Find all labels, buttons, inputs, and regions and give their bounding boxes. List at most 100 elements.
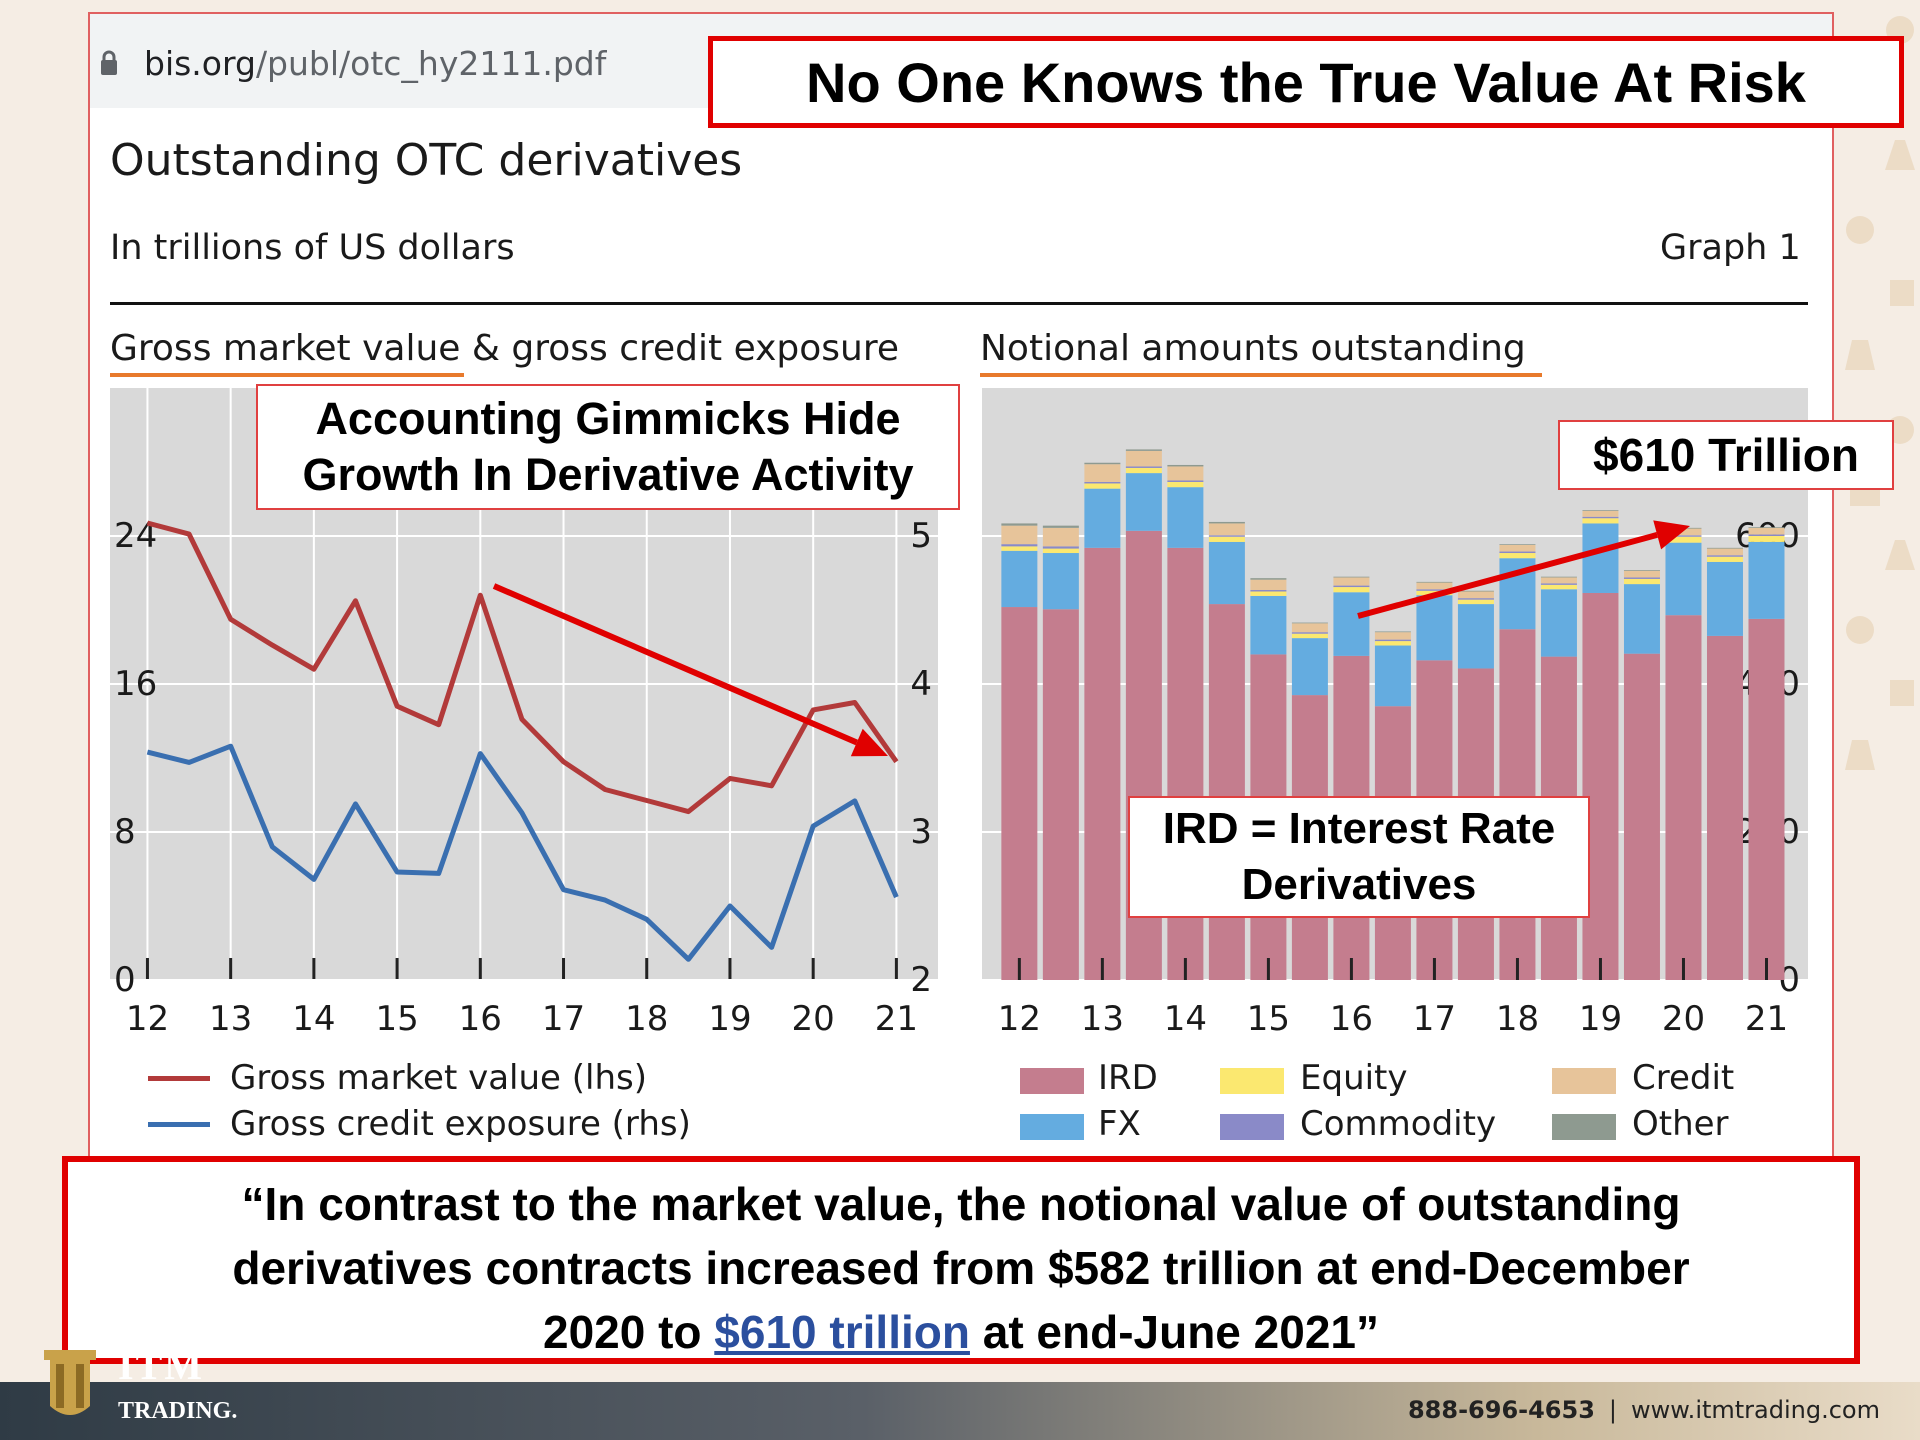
bar-credit-18 bbox=[1748, 527, 1785, 535]
bar-other-12 bbox=[1499, 544, 1536, 545]
left-y-tick-label: 8 bbox=[114, 812, 136, 852]
bar-commodity-12 bbox=[1499, 551, 1536, 554]
left-y-tick-label: 16 bbox=[114, 664, 157, 704]
bar-commodity-9 bbox=[1374, 639, 1411, 642]
bar-equity-17 bbox=[1706, 556, 1743, 562]
bar-credit-14 bbox=[1582, 510, 1619, 517]
url-domain: bis.org bbox=[144, 44, 256, 83]
right-panel-title-text: Notional amounts outstanding bbox=[980, 328, 1526, 369]
right-x-tick-label: 19 bbox=[1579, 999, 1622, 1039]
bar-credit-17 bbox=[1706, 548, 1743, 556]
bar-other-9 bbox=[1374, 631, 1411, 633]
bar-credit-15 bbox=[1623, 570, 1660, 578]
quote-line3-post: at end-June 2021” bbox=[969, 1306, 1379, 1358]
bar-equity-1 bbox=[1042, 548, 1079, 554]
bar-other-17 bbox=[1706, 547, 1743, 549]
bar-equity-9 bbox=[1374, 641, 1411, 646]
bar-ird-16 bbox=[1665, 615, 1702, 980]
callout-ird-line1: IRD = Interest Rate bbox=[1162, 804, 1556, 853]
bar-ird-17 bbox=[1706, 635, 1743, 980]
legend-commodity: Commodity bbox=[1300, 1104, 1497, 1144]
bar-commodity-6 bbox=[1250, 590, 1287, 592]
left-x-tick-label: 15 bbox=[375, 999, 418, 1039]
left-panel-title: Gross market value & gross credit exposu… bbox=[110, 328, 899, 377]
bar-fx-3 bbox=[1125, 473, 1162, 531]
left-y-tick-label: 0 bbox=[114, 960, 136, 1000]
footer-bar bbox=[0, 1382, 1920, 1440]
legend-swatch-fx bbox=[1020, 1114, 1084, 1140]
bar-credit-2 bbox=[1084, 464, 1121, 482]
bar-equity-2 bbox=[1084, 483, 1121, 489]
quote-box: “In contrast to the market value, the no… bbox=[62, 1156, 1860, 1364]
bar-ird-15 bbox=[1623, 653, 1660, 980]
right-x-tick-label: 17 bbox=[1413, 999, 1456, 1039]
callout-accounting-gimmicks: Accounting Gimmicks Hide Growth In Deriv… bbox=[256, 384, 960, 510]
bar-equity-13 bbox=[1540, 584, 1577, 590]
bar-other-4 bbox=[1167, 464, 1204, 467]
url-text[interactable]: bis.org/publ/otc_hy2111.pdf bbox=[144, 44, 606, 83]
bar-commodity-0 bbox=[1001, 544, 1038, 547]
bar-other-6 bbox=[1250, 578, 1287, 580]
bar-commodity-10 bbox=[1416, 589, 1453, 591]
callout-ird-line2: Derivatives bbox=[1241, 860, 1477, 909]
bar-credit-8 bbox=[1333, 577, 1370, 586]
bar-other-11 bbox=[1457, 590, 1494, 592]
bar-fx-17 bbox=[1706, 561, 1743, 636]
legend-fx: FX bbox=[1098, 1104, 1141, 1144]
bar-other-2 bbox=[1084, 462, 1121, 465]
legend-ird: IRD bbox=[1098, 1058, 1158, 1098]
bar-fx-18 bbox=[1748, 541, 1785, 619]
arrow-market-value-down-head bbox=[850, 728, 888, 757]
footer-phone[interactable]: 888-696-4653 bbox=[1407, 1396, 1595, 1424]
bar-equity-5 bbox=[1208, 536, 1245, 542]
left-rhs-tick-label: 5 bbox=[910, 516, 932, 556]
bar-fx-6 bbox=[1250, 595, 1287, 655]
bar-commodity-2 bbox=[1084, 481, 1121, 484]
bar-equity-15 bbox=[1623, 578, 1660, 585]
left-x-tick-label: 18 bbox=[625, 999, 668, 1039]
document-subtitle: In trillions of US dollars bbox=[110, 228, 515, 268]
bar-fx-11 bbox=[1457, 604, 1494, 669]
left-x-tick-label: 17 bbox=[542, 999, 585, 1039]
bar-equity-14 bbox=[1582, 518, 1619, 524]
bar-commodity-5 bbox=[1208, 535, 1245, 537]
bar-equity-12 bbox=[1499, 553, 1536, 559]
quote-line3: 2020 to $610 trillion at end-June 2021” bbox=[68, 1300, 1854, 1364]
left-x-tick-label: 13 bbox=[209, 999, 252, 1039]
bar-fx-15 bbox=[1623, 584, 1660, 654]
arrow-notional-up-head bbox=[1653, 520, 1690, 550]
legend-swatch-other bbox=[1552, 1114, 1616, 1140]
left-rhs-tick-label: 4 bbox=[910, 664, 932, 704]
bar-ird-18 bbox=[1748, 618, 1785, 980]
bar-equity-0 bbox=[1001, 546, 1038, 551]
bar-other-1 bbox=[1042, 525, 1079, 528]
bar-other-13 bbox=[1540, 576, 1577, 578]
bar-fx-14 bbox=[1582, 523, 1619, 593]
bar-equity-6 bbox=[1250, 591, 1287, 596]
bar-ird-2 bbox=[1084, 547, 1121, 980]
bar-credit-16 bbox=[1665, 528, 1702, 536]
quote-link-610-trillion[interactable]: $610 trillion bbox=[714, 1306, 970, 1358]
right-x-tick-label: 14 bbox=[1164, 999, 1207, 1039]
right-x-tick-label: 12 bbox=[998, 999, 1041, 1039]
bar-fx-16 bbox=[1665, 542, 1702, 616]
right-x-tick-label: 13 bbox=[1081, 999, 1124, 1039]
bar-commodity-15 bbox=[1623, 577, 1660, 579]
legend-swatch-credit bbox=[1552, 1068, 1616, 1094]
legend-swatch-gross-credit-exposure bbox=[148, 1122, 210, 1127]
url-path: /publ/otc_hy2111.pdf bbox=[255, 44, 607, 83]
left-series-line-1 bbox=[146, 743, 899, 962]
bar-commodity-18 bbox=[1748, 534, 1785, 536]
left-x-tick-label: 21 bbox=[875, 999, 918, 1039]
brand-subtitle: TRADING. bbox=[118, 1398, 238, 1424]
bar-credit-0 bbox=[1001, 525, 1038, 545]
bar-other-5 bbox=[1208, 521, 1245, 524]
right-x-tick-label: 16 bbox=[1330, 999, 1373, 1039]
bar-credit-10 bbox=[1416, 582, 1453, 590]
bar-other-3 bbox=[1125, 449, 1162, 451]
legend-swatch-gross-market-value bbox=[148, 1076, 210, 1081]
quote-line1: “In contrast to the market value, the no… bbox=[241, 1178, 1681, 1230]
footer-website[interactable]: www.itmtrading.com bbox=[1631, 1396, 1880, 1424]
bar-other-18 bbox=[1748, 527, 1785, 528]
left-x-tick-label: 14 bbox=[292, 999, 335, 1039]
